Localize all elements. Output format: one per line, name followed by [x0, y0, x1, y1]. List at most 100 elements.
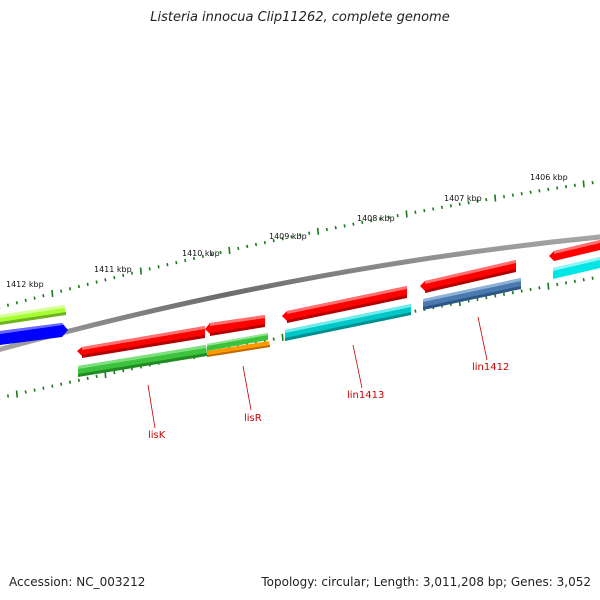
outer-ruler-minor-tick [237, 246, 240, 251]
inner-ruler-minor-tick [564, 281, 568, 285]
tick-label-1406: 1406 kbp [530, 173, 568, 182]
outer-ruler [0, 180, 594, 310]
outer-ruler-minor-tick [42, 294, 45, 298]
outer-ruler-minor-tick [334, 226, 337, 230]
leader-line-lisR [242, 365, 252, 411]
tick-label-1409: 1409 kbp [269, 232, 307, 241]
inner-ruler-minor-tick [60, 382, 63, 386]
feature-green-lisK[interactable] [78, 345, 207, 377]
outer-ruler-major-tick [139, 267, 142, 275]
outer-ruler-minor-tick [564, 184, 568, 189]
outer-ruler-minor-tick [308, 231, 311, 235]
leader-line-lisK [147, 384, 156, 429]
outer-ruler-minor-tick [449, 204, 452, 208]
inner-ruler-minor-tick [42, 386, 45, 390]
outer-ruler-minor-tick [68, 287, 72, 291]
tick-label-1412: 1412 kbp [6, 280, 44, 289]
outer-ruler-minor-tick [485, 197, 488, 202]
accession-text: Accession: NC_003212 [9, 575, 146, 589]
tick-label-1411: 1411 kbp [94, 265, 132, 274]
inner-ruler-major-tick [15, 390, 18, 398]
leader-line-lin1412 [477, 316, 488, 361]
outer-ruler-minor-tick [15, 301, 18, 305]
feature-red-arrow-lisR[interactable] [205, 315, 265, 336]
feature-red-arrow-right[interactable] [549, 240, 600, 261]
inner-ruler-major-tick [281, 333, 284, 341]
inner-ruler-minor-tick [77, 378, 80, 382]
outer-ruler-minor-tick [387, 215, 390, 219]
outer-ruler-major-tick [582, 180, 585, 188]
feature-orange-lisR[interactable] [207, 341, 270, 357]
outer-ruler-minor-tick [60, 289, 63, 293]
leader-line-lin1413 [352, 344, 363, 389]
outer-ruler-minor-tick [113, 275, 116, 280]
outer-ruler-minor-tick [184, 258, 187, 263]
outer-ruler-major-tick [51, 289, 54, 297]
feature-green-lisR[interactable] [207, 333, 268, 351]
outer-ruler-minor-tick [476, 199, 479, 203]
outer-ruler-minor-tick [591, 180, 594, 185]
outer-ruler-minor-tick [192, 256, 196, 261]
outer-ruler-minor-tick [299, 233, 302, 237]
outer-ruler-minor-tick [272, 238, 275, 243]
feature-lime-arrow[interactable] [0, 305, 66, 325]
outer-ruler-major-tick [494, 194, 497, 202]
feature-red-arrow-lin1413[interactable] [282, 286, 407, 323]
inner-ruler-minor-tick [6, 394, 10, 398]
outer-ruler-minor-tick [77, 284, 80, 289]
inner-ruler-minor-tick [86, 376, 89, 381]
outer-ruler-minor-tick [290, 235, 293, 239]
outer-ruler-minor-tick [157, 265, 160, 269]
outer-ruler-major-tick [228, 246, 231, 254]
inner-ruler-minor-tick [520, 289, 523, 293]
inner-ruler-minor-tick [113, 370, 116, 375]
inner-ruler-minor-tick [511, 291, 514, 295]
outer-ruler-minor-tick [538, 189, 541, 193]
outer-ruler-minor-tick [86, 282, 89, 286]
gene-label-lisR[interactable]: lisR [244, 413, 262, 424]
inner-ruler-minor-tick [414, 309, 417, 313]
outer-ruler-minor-tick [423, 208, 426, 213]
outer-ruler-minor-tick [281, 237, 284, 241]
outer-ruler-minor-tick [325, 227, 328, 232]
outer-ruler-minor-tick [458, 202, 461, 206]
map-title: Listeria innocua Clip11262, complete gen… [150, 10, 450, 25]
outer-ruler-minor-tick [440, 205, 444, 210]
inner-ruler-minor-tick [33, 388, 36, 392]
feature-red-arrow-lisK[interactable] [77, 326, 205, 358]
inner-ruler-minor-tick [68, 380, 72, 384]
outer-ruler-minor-tick [352, 222, 355, 226]
gene-label-lin1412[interactable]: lin1412 [472, 362, 509, 373]
outer-ruler-minor-tick [219, 250, 222, 255]
outer-ruler-minor-tick [33, 296, 36, 300]
outer-ruler-minor-tick [246, 244, 249, 249]
outer-ruler-minor-tick [254, 242, 258, 247]
gene-label-lisK[interactable]: lisK [148, 430, 166, 441]
feature-cyan-right[interactable] [553, 257, 600, 279]
gene-label-lin1413[interactable]: lin1413 [347, 390, 384, 401]
outer-ruler-minor-tick [24, 298, 27, 303]
outer-ruler-minor-tick [175, 260, 178, 265]
outer-ruler-minor-tick [166, 263, 169, 267]
inner-ruler-minor-tick [272, 337, 275, 341]
outer-ruler-minor-tick [130, 271, 134, 275]
feature-red-arrow-lin1412[interactable] [420, 260, 516, 293]
inner-ruler-minor-tick [591, 276, 594, 280]
outer-ruler-minor-tick [343, 224, 346, 228]
inner-ruler-minor-tick [538, 286, 541, 290]
outer-ruler-minor-tick [361, 220, 364, 225]
inner-ruler-minor-tick [24, 390, 27, 394]
feature-blue-arrow[interactable] [0, 323, 68, 345]
outer-ruler-minor-tick [502, 194, 506, 199]
feature-cyan-lin1413[interactable] [285, 304, 411, 341]
outer-ruler-minor-tick [378, 217, 382, 221]
outer-ruler-minor-tick [104, 278, 107, 282]
genome-backbone [0, 234, 600, 353]
inner-ruler-minor-tick [556, 282, 559, 287]
feature-steelblue-lin1412[interactable] [423, 278, 521, 310]
inner-ruler-minor-tick [494, 294, 497, 298]
outer-ruler-minor-tick [148, 267, 151, 271]
inner-ruler-minor-tick [582, 278, 585, 282]
tick-label-1408: 1408 kbp [357, 214, 395, 223]
